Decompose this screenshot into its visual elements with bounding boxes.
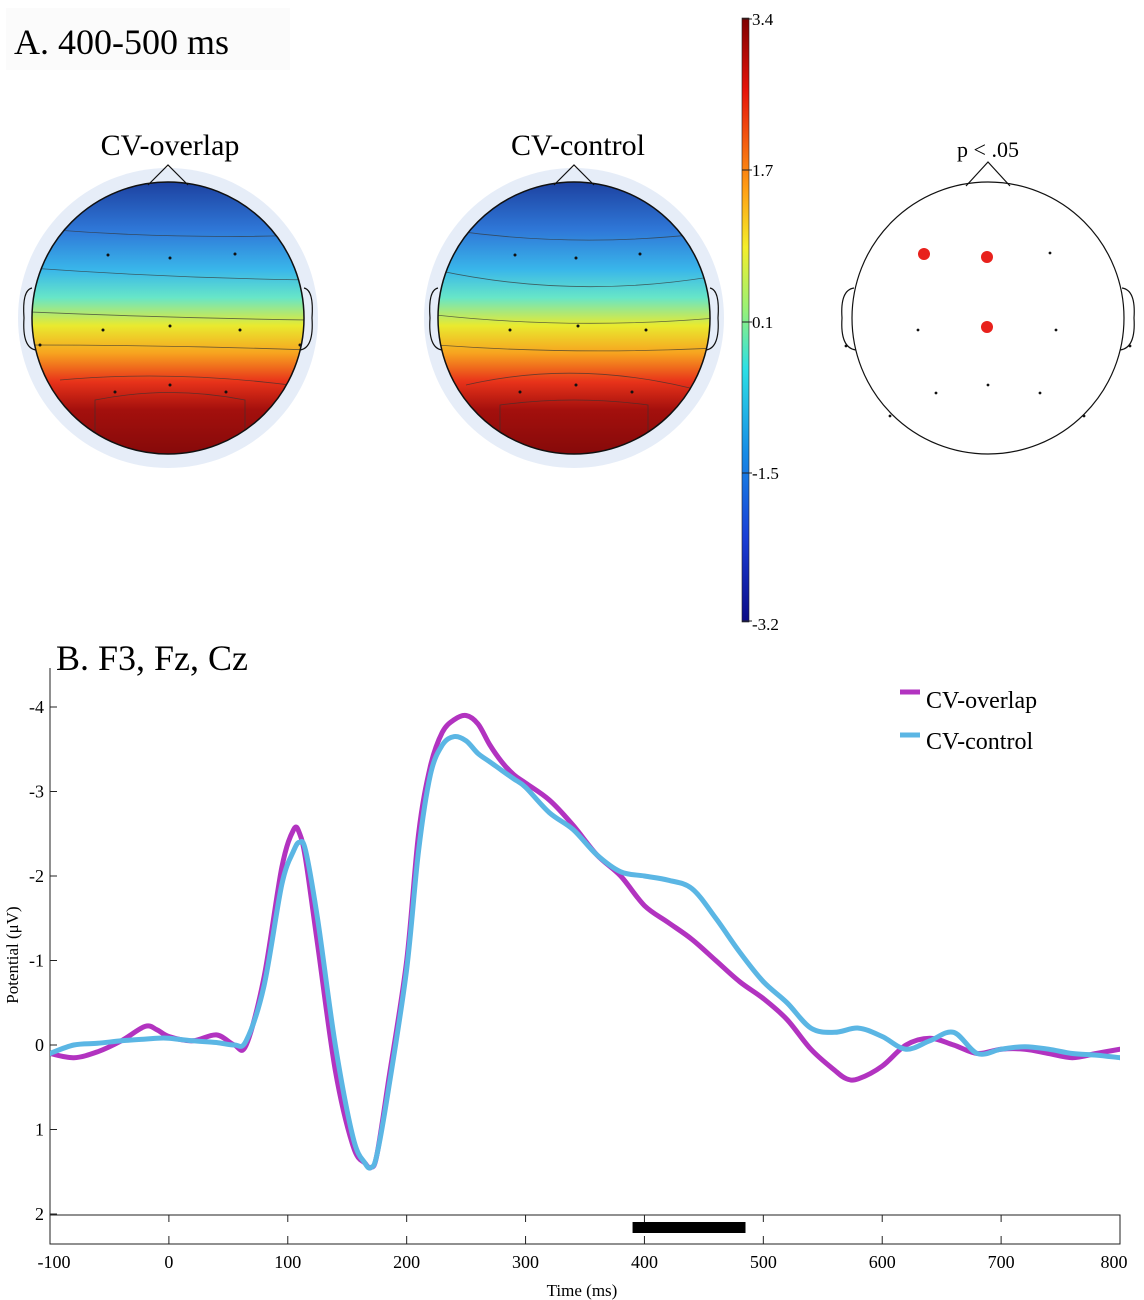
significance-title: p < .05 bbox=[957, 137, 1019, 162]
colorbar-tick: -1.5 bbox=[752, 464, 779, 483]
x-tick-label: 300 bbox=[512, 1252, 539, 1272]
colorbar-tick-min: -3.2 bbox=[752, 615, 779, 634]
colorbar: 3.4 1.7 0.1 -1.5 -3.2 bbox=[741, 10, 779, 634]
y-tick-label: -4 bbox=[29, 697, 44, 717]
x-tick-label: 500 bbox=[750, 1252, 777, 1272]
x-tick-label: 800 bbox=[1101, 1252, 1128, 1272]
significance-bar bbox=[632, 1222, 746, 1233]
series-line-cv-control bbox=[50, 733, 1120, 1171]
significance-map: p < .05 bbox=[841, 137, 1135, 455]
colorbar-tick: 1.7 bbox=[752, 161, 774, 180]
panel-a-title: A. 400-500 ms bbox=[14, 22, 229, 62]
chart-axes bbox=[49, 668, 1121, 1245]
x-axis-ticks: -100 0 100 200 300 400 500 600 700 800 bbox=[38, 1215, 1128, 1272]
y-tick-label: 2 bbox=[35, 1204, 44, 1224]
legend: CV-overlap CV-control bbox=[900, 688, 1037, 755]
topomap-title-control: CV-control bbox=[511, 129, 645, 162]
significant-electrode-cz bbox=[981, 321, 993, 333]
topomap-cv-control: CV-control bbox=[424, 129, 724, 468]
y-tick-label: -1 bbox=[29, 951, 44, 971]
x-axis-label: Time (ms) bbox=[547, 1281, 618, 1300]
y-tick-label: 0 bbox=[35, 1035, 44, 1055]
colorbar-tick: 0.1 bbox=[752, 313, 773, 332]
colorbar-tick-max: 3.4 bbox=[752, 10, 774, 29]
legend-label: CV-overlap bbox=[926, 688, 1037, 714]
x-tick-label: 100 bbox=[274, 1252, 301, 1272]
significant-electrodes bbox=[918, 248, 993, 333]
x-tick-label: 400 bbox=[631, 1252, 658, 1272]
y-axis-label: Potential (μV) bbox=[3, 906, 22, 1003]
series-line-cv-overlap bbox=[50, 712, 1120, 1171]
x-tick-label: -100 bbox=[38, 1252, 71, 1272]
significant-electrode-f3 bbox=[918, 248, 930, 260]
chart-title: B. F3, Fz, Cz bbox=[56, 638, 248, 678]
legend-label: CV-control bbox=[926, 729, 1033, 755]
y-tick-label: -3 bbox=[29, 782, 44, 802]
y-axis-ticks: -4 -3 -2 -1 0 1 2 bbox=[29, 697, 57, 1224]
y-tick-label: 1 bbox=[35, 1120, 44, 1140]
x-tick-label: 0 bbox=[164, 1252, 173, 1272]
x-tick-label: 700 bbox=[988, 1252, 1015, 1272]
x-tick-label: 200 bbox=[393, 1252, 420, 1272]
topomap-title-overlap: CV-overlap bbox=[101, 129, 240, 162]
significant-electrode-fz bbox=[981, 251, 993, 263]
panel-a-title-box bbox=[6, 8, 290, 70]
y-tick-label: -2 bbox=[29, 866, 44, 886]
x-tick-label: 600 bbox=[869, 1252, 896, 1272]
topomap-cv-overlap: CV-overlap bbox=[18, 129, 318, 468]
